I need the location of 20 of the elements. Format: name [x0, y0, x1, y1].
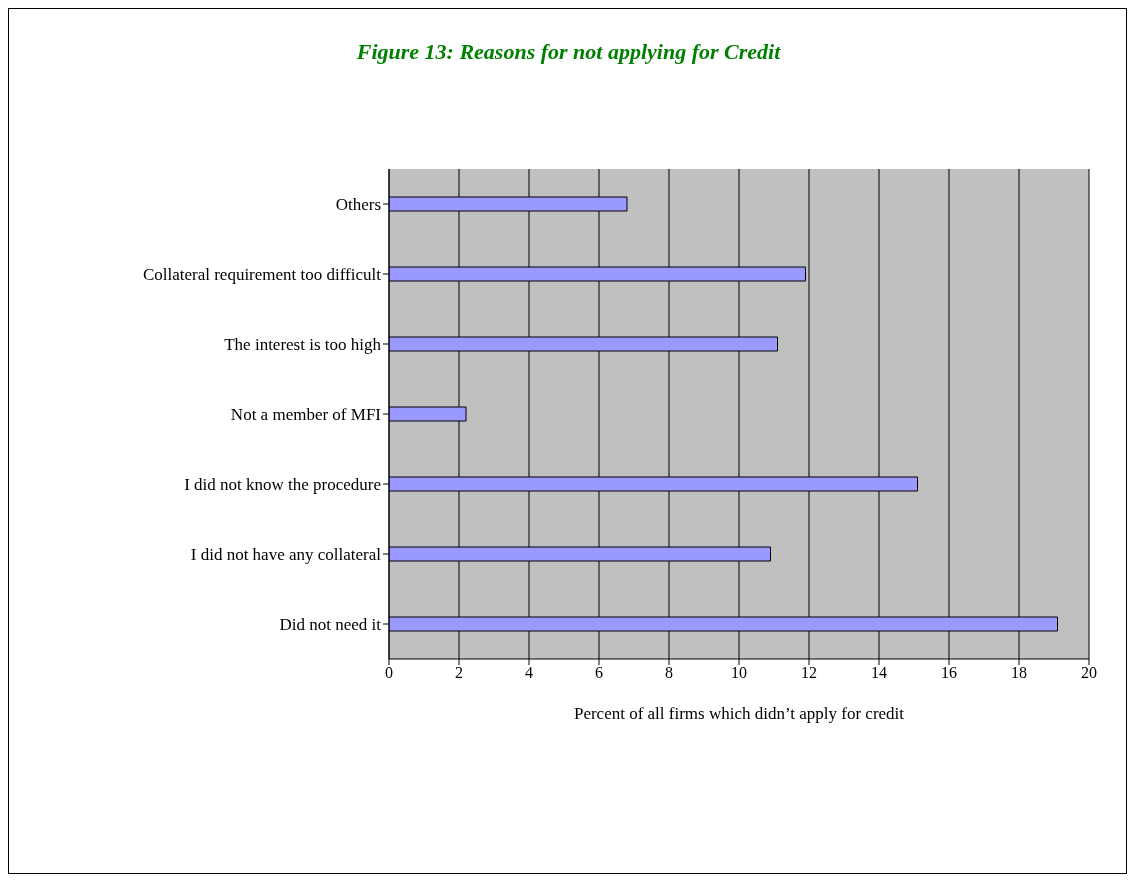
x-tick-label: 4	[525, 664, 533, 682]
x-tick-label: 12	[801, 664, 817, 682]
x-tick-label: 6	[595, 664, 603, 682]
x-axis-title: Percent of all firms which didn’t apply for credit	[573, 704, 905, 723]
x-tick-label: 0	[385, 664, 393, 682]
x-tick-label: 20	[1081, 664, 1097, 682]
y-tick-label: Did not need it	[279, 615, 382, 635]
y-tick-label: The interest is too high	[224, 335, 382, 355]
x-tick-label: 18	[1011, 664, 1027, 682]
x-tick-label: 2	[455, 664, 463, 682]
x-tick-label: 14	[871, 664, 887, 682]
y-tick-label: Others	[335, 195, 381, 215]
x-tick-label: 8	[665, 664, 673, 682]
y-tick-label: Collateral requirement too difficult	[142, 265, 382, 285]
y-tick-label: Not a member of MFI	[230, 405, 382, 425]
x-tick-label: 10	[731, 664, 747, 682]
y-tick-label: I did not know the procedure	[184, 475, 381, 495]
y-tick-label: I did not have any collateral	[190, 545, 382, 565]
x-tick-label: 16	[941, 664, 957, 682]
chart-title: Figure 13: Reasons for not applying for Credit	[355, 39, 782, 65]
